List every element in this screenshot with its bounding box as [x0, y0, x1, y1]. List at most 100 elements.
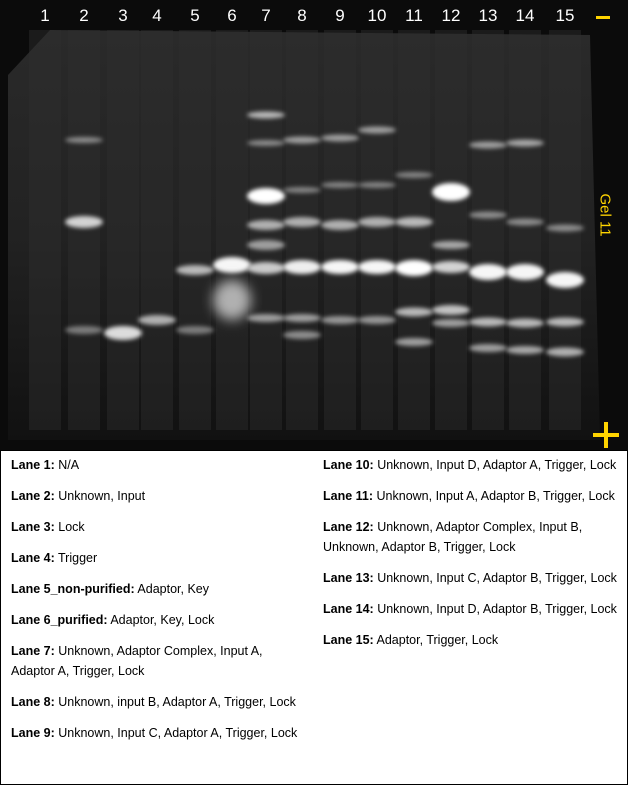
gel-band	[65, 326, 103, 334]
legend-entry-label: Lane 1:	[11, 458, 55, 472]
lane-number-8: 8	[297, 6, 307, 25]
lane-number-10: 10	[367, 6, 387, 25]
lane-track	[179, 30, 211, 430]
gel-band	[247, 111, 285, 119]
lane-track	[68, 30, 100, 430]
legend-entry-text: Trigger	[58, 551, 98, 565]
gel-band	[358, 316, 396, 324]
legend-entry-text: Adaptor, Trigger, Lock	[376, 633, 499, 647]
gel-band	[506, 346, 544, 354]
legend-entry-text: Unknown, Input C, Adaptor B, Trigger, Lo…	[377, 571, 617, 585]
gel-band	[176, 265, 214, 275]
gel-band	[432, 319, 470, 327]
gel-band	[506, 264, 544, 280]
lane-number-14: 14	[515, 6, 535, 25]
gel-band	[546, 272, 584, 288]
lane-track	[398, 30, 430, 430]
lane-track	[29, 30, 61, 430]
gel-band	[358, 182, 396, 188]
lane-number-11: 11	[405, 6, 423, 25]
lane-number-13: 13	[478, 6, 498, 25]
lane-track	[361, 30, 393, 430]
legend-entry-label: Lane 9:	[11, 726, 55, 740]
gel-band	[469, 211, 507, 219]
lane-number-2: 2	[79, 6, 89, 25]
gel-band	[432, 241, 470, 249]
gel-band	[321, 134, 359, 142]
legend-entry-text: Unknown, Input C, Adaptor A, Trigger, Lo…	[58, 726, 298, 740]
lane-number-9: 9	[335, 6, 345, 25]
gel-band	[283, 187, 321, 193]
lane-track	[286, 30, 318, 430]
legend-entry: Lane 7: Unknown, Adaptor Complex, Input …	[11, 641, 309, 681]
gel-band	[432, 183, 470, 201]
legend-entry-text: Unknown, Input D, Adaptor A, Trigger, Lo…	[377, 458, 617, 472]
gel-band	[283, 217, 321, 227]
cathode-minus-sign	[596, 16, 610, 19]
legend-entry-text: Lock	[58, 520, 85, 534]
legend-entry-label: Lane 8:	[11, 695, 55, 709]
lane-track	[107, 30, 139, 430]
legend-entry-label: Lane 5_non-purified:	[11, 582, 135, 596]
gel-band	[247, 188, 285, 204]
gel-band	[469, 317, 507, 327]
legend-entry-text: Unknown, input B, Adaptor A, Trigger, Lo…	[58, 695, 296, 709]
gel-band	[283, 331, 321, 339]
gel-band	[358, 260, 396, 274]
gel-band	[213, 257, 251, 273]
lane-track	[509, 30, 541, 430]
lane-number-12: 12	[441, 6, 461, 25]
gel-band	[247, 140, 285, 146]
legend-entry-label: Lane 6_purified:	[11, 613, 108, 627]
gel-band	[247, 220, 285, 230]
gel-band	[432, 261, 470, 273]
legend-entry: Lane 1: N/A	[11, 455, 309, 475]
gel-band	[506, 218, 544, 226]
legend-entry-label: Lane 10:	[323, 458, 374, 472]
legend-entry-label: Lane 11:	[323, 489, 374, 503]
gel-band	[65, 216, 103, 228]
lane-track	[435, 30, 467, 430]
gel-band	[395, 172, 433, 178]
lane-number-5: 5	[190, 6, 200, 25]
gel-band	[395, 307, 433, 317]
legend-entry-label: Lane 15:	[323, 633, 374, 647]
lane-track	[216, 30, 248, 430]
legend-entry: Lane 11: Unknown, Input A, Adaptor B, Tr…	[323, 486, 619, 506]
legend-entry-label: Lane 12:	[323, 520, 374, 534]
legend-entry-label: Lane 7:	[11, 644, 55, 658]
lane-legend: Lane 1: N/A Lane 2: Unknown, Input Lane 3:…	[0, 450, 628, 785]
legend-entry: Lane 8: Unknown, input B, Adaptor A, Tri…	[11, 692, 309, 712]
gel-band	[321, 220, 359, 230]
lane-track	[472, 30, 504, 430]
legend-entry-text: N/A	[58, 458, 80, 472]
legend-entry: Lane 3: Lock	[11, 517, 309, 537]
legend-entry: Lane 4: Trigger	[11, 548, 309, 568]
lane-number-7: 7	[261, 6, 271, 25]
gel-band	[65, 137, 103, 143]
legend-entry: Lane 2: Unknown, Input	[11, 486, 309, 506]
gel-band	[283, 314, 321, 322]
gel-image: 1 2 3 4 5 6 7 8 9 10 11 12 13 14 15 Gel 11	[0, 0, 628, 450]
gel-band	[247, 262, 285, 274]
legend-entry-text: Unknown, Input A, Adaptor B, Trigger, Lo…	[376, 489, 615, 503]
legend-entry-text: Unknown, Input D, Adaptor B, Trigger, Lo…	[377, 602, 617, 616]
gel-band	[469, 141, 507, 149]
gel-band	[358, 126, 396, 134]
gel-band	[213, 280, 251, 320]
legend-entry: Lane 5_non-purified: Adaptor, Key	[11, 579, 309, 599]
gel-band	[358, 217, 396, 227]
legend-entry: Lane 9: Unknown, Input C, Adaptor A, Tri…	[11, 723, 309, 743]
gel-bands	[8, 30, 600, 440]
gel-band	[546, 224, 584, 232]
gel-band	[395, 217, 433, 227]
gel-band	[321, 316, 359, 324]
gel-band	[247, 240, 285, 250]
legend-entry-text: Adaptor, Key, Lock	[110, 613, 215, 627]
legend-entry: Lane 10: Unknown, Input D, Adaptor A, Tr…	[323, 455, 619, 475]
legend-entry: Lane 6_purified: Adaptor, Key, Lock	[11, 610, 309, 630]
legend-entry-text: Adaptor, Key	[137, 582, 209, 596]
gel-band	[138, 315, 176, 325]
legend-entry-label: Lane 2:	[11, 489, 55, 503]
gel-band	[283, 136, 321, 144]
